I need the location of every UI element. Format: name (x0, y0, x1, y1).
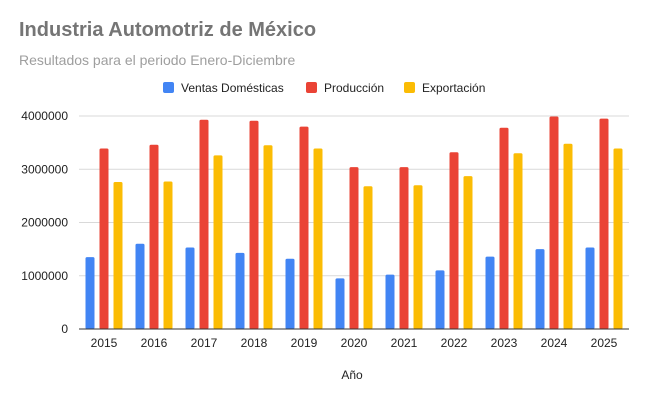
x-tick-label: 2017 (191, 336, 218, 350)
x-tick-label: 2021 (391, 336, 418, 350)
bar-ventas-domésticas-2016: Ventas Domésticas 2016: 1600000 (135, 243, 145, 329)
bar-ventas-domésticas-2025: Ventas Domésticas 2025: 1530000 (585, 247, 595, 329)
bar-exportación-2021: Exportación 2021: 2700000 (413, 185, 423, 329)
legend-label: Producción (324, 81, 384, 95)
y-tick-label: 0 (61, 322, 68, 336)
x-tick-label: 2023 (491, 336, 518, 350)
x-tick-label: 2016 (141, 336, 168, 350)
bar-ventas-domésticas-2017: Ventas Domésticas 2017: 1530000 (185, 247, 195, 329)
x-tick-label: 2019 (291, 336, 318, 350)
bar-producción-2025: Producción 2025: 3950000 (599, 118, 609, 329)
x-axis-ticks: 2015 2016 2017 2018 2019 2020 2021 2022 2023 2024… (91, 336, 618, 350)
x-tick-label: 2018 (241, 336, 268, 350)
x-axis-title: Año (341, 368, 363, 382)
bar-producción-2019: Producción 2019: 3800000 (299, 126, 309, 330)
x-tick-label: 2025 (591, 336, 618, 350)
bar-ventas-domésticas-2021: Ventas Domésticas 2021: 1020000 (385, 274, 395, 329)
bar-producción-2023: Producción 2023: 3780000 (499, 127, 509, 329)
bar-exportación-2017: Exportación 2017: 3260000 (213, 155, 223, 329)
bar-producción-2020: Producción 2020: 3040000 (349, 167, 359, 329)
bar-ventas-domésticas-2019: Ventas Domésticas 2019: 1320000 (285, 258, 295, 329)
legend-swatch (306, 82, 317, 93)
bar-ventas-domésticas-2024: Ventas Domésticas 2024: 1500000 (535, 249, 545, 329)
bar-exportación-2015: Exportación 2015: 2760000 (113, 182, 123, 329)
y-tick-label: 3000000 (21, 162, 68, 176)
bar-exportación-2020: Exportación 2020: 2680000 (363, 186, 373, 329)
legend-label: Exportación (422, 81, 485, 95)
y-tick-label: 2000000 (21, 216, 68, 230)
bar-producción-2017: Producción 2017: 3930000 (199, 119, 209, 329)
bar-exportación-2018: Exportación 2018: 3450000 (263, 145, 273, 329)
x-tick-label: 2015 (91, 336, 118, 350)
y-tick-label: 4000000 (21, 109, 68, 123)
bar-exportación-2016: Exportación 2016: 2770000 (163, 181, 173, 329)
chart-subtitle: Resultados para el periodo Enero-Diciemb… (19, 52, 296, 68)
bar-producción-2024: Producción 2024: 3990000 (549, 116, 559, 329)
bar-ventas-domésticas-2022: Ventas Domésticas 2022: 1100000 (435, 270, 445, 329)
x-tick-label: 2022 (441, 336, 468, 350)
bar-ventas-domésticas-2023: Ventas Domésticas 2023: 1360000 (485, 256, 495, 329)
bar-exportación-2024: Exportación 2024: 3480000 (563, 143, 573, 329)
bars: Ventas Domésticas 2015: 1350000 Producció… (85, 116, 623, 330)
y-tick-label: 1000000 (21, 269, 68, 283)
bar-exportación-2025: Exportación 2025: 3390000 (613, 148, 623, 329)
x-tick-label: 2024 (541, 336, 568, 350)
legend: Ventas Domésticas Producción Exportación (163, 81, 485, 95)
legend-swatch (404, 82, 415, 93)
bar-ventas-domésticas-2018: Ventas Domésticas 2018: 1430000 (235, 252, 245, 329)
chart-title: Industria Automotriz de México (19, 19, 317, 41)
bar-producción-2022: Producción 2022: 3320000 (449, 152, 459, 329)
bar-producción-2015: Producción 2015: 3390000 (99, 148, 109, 329)
x-tick-label: 2020 (341, 336, 368, 350)
bar-producción-2021: Producción 2021: 3040000 (399, 167, 409, 329)
bar-exportación-2019: Exportación 2019: 3390000 (313, 148, 323, 329)
bar-ventas-domésticas-2020: Ventas Domésticas 2020: 950000 (335, 278, 345, 329)
bar-producción-2018: Producción 2018: 3910000 (249, 120, 259, 329)
legend-swatch (163, 82, 174, 93)
y-axis-ticks: 0 1000000 2000000 3000000 4000000 (21, 109, 68, 336)
bar-exportación-2022: Exportación 2022: 2870000 (463, 176, 473, 329)
bar-ventas-domésticas-2015: Ventas Domésticas 2015: 1350000 (85, 257, 95, 329)
legend-label: Ventas Domésticas (181, 81, 284, 95)
bar-producción-2016: Producción 2016: 3460000 (149, 144, 159, 329)
bar-exportación-2023: Exportación 2023: 3300000 (513, 153, 523, 329)
